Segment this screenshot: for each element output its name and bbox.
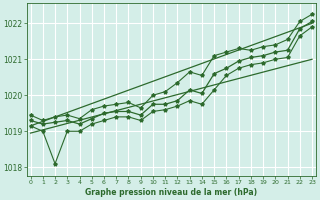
X-axis label: Graphe pression niveau de la mer (hPa): Graphe pression niveau de la mer (hPa) (85, 188, 257, 197)
